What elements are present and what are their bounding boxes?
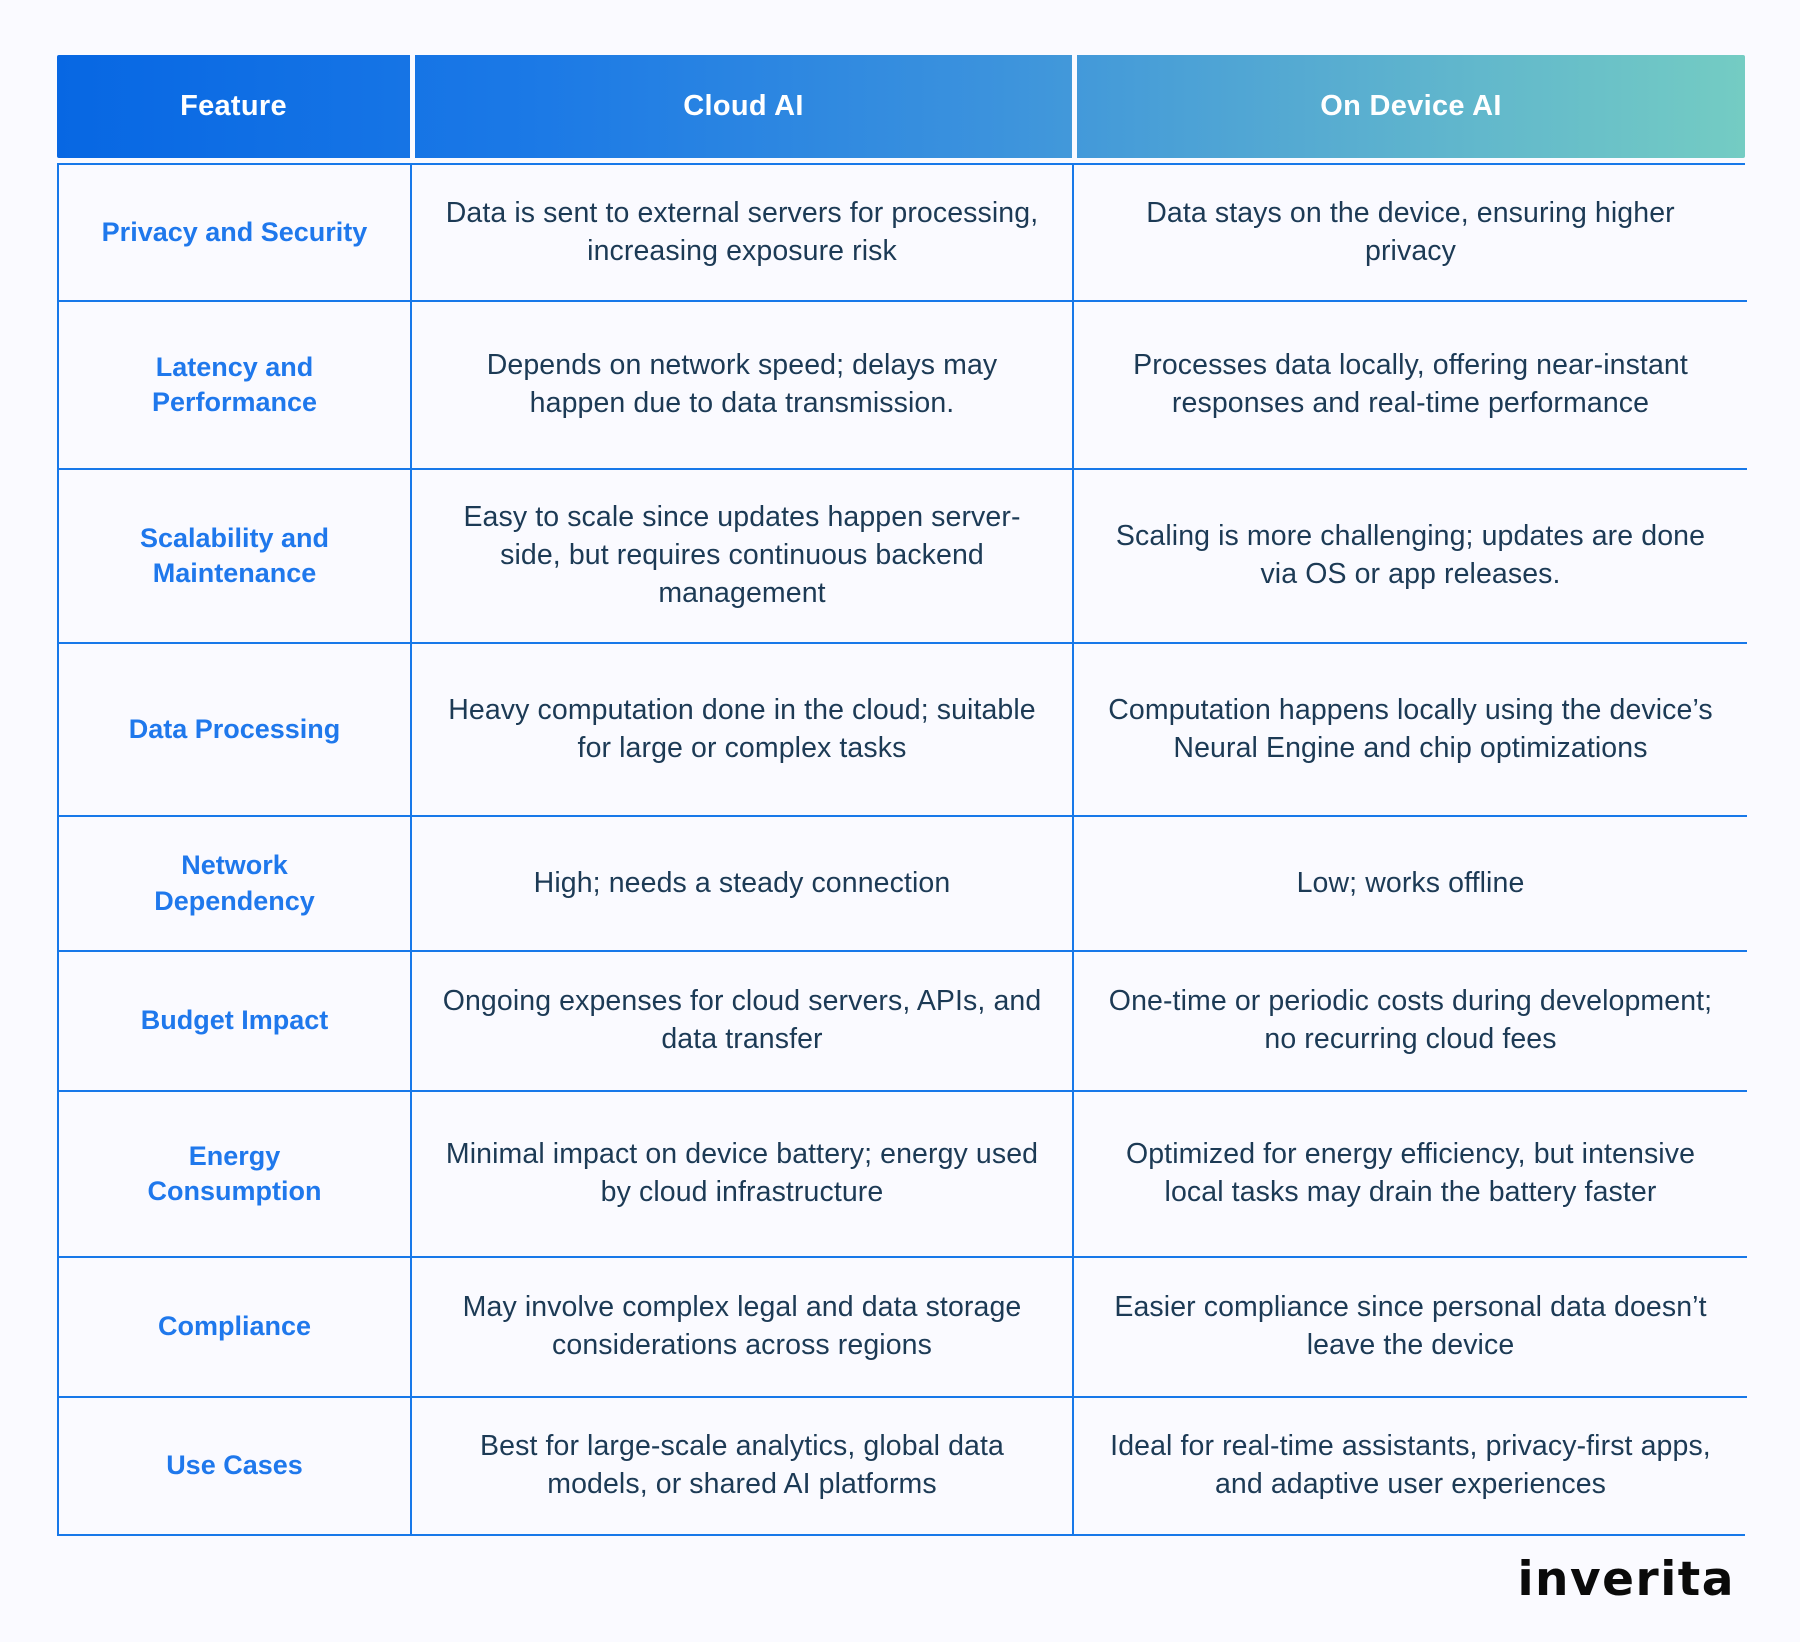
row-privacy-feature: Privacy and Security [59, 165, 412, 302]
row-latency-device: Processes data locally, offering near-in… [1074, 302, 1747, 470]
header-feature: Feature [180, 90, 287, 122]
row-data-processing-device: Computation happens locally using the de… [1074, 644, 1747, 817]
row-network-cloud: High; needs a steady connection [412, 817, 1074, 952]
row-network-device: Low; works offline [1074, 817, 1747, 952]
row-network-feature: Network Dependency [59, 817, 412, 952]
row-latency-feature: Latency and Performance [59, 302, 412, 470]
row-privacy-device: Data stays on the device, ensuring highe… [1074, 165, 1747, 302]
row-budget-feature: Budget Impact [59, 952, 412, 1092]
row-scalability-cloud: Easy to scale since updates happen serve… [412, 470, 1074, 644]
row-compliance-device: Easier compliance since personal data do… [1074, 1258, 1747, 1398]
row-latency-cloud: Depends on network speed; delays may hap… [412, 302, 1074, 470]
row-use-cases-device: Ideal for real-time assistants, privacy-… [1074, 1398, 1747, 1534]
row-energy-cloud: Minimal impact on device battery; energy… [412, 1092, 1074, 1258]
row-energy-feature: Energy Consumption [59, 1092, 412, 1258]
row-data-processing-cloud: Heavy computation done in the cloud; sui… [412, 644, 1074, 817]
comparison-table: Feature Cloud AI On Device AI Privacy an… [57, 55, 1747, 1536]
header-cloud-ai: Cloud AI [410, 55, 1072, 158]
row-privacy-cloud: Data is sent to external servers for pro… [412, 165, 1074, 302]
row-use-cases-cloud: Best for large-scale analytics, global d… [412, 1398, 1074, 1534]
row-energy-device: Optimized for energy efficiency, but int… [1074, 1092, 1747, 1258]
row-budget-cloud: Ongoing expenses for cloud servers, APIs… [412, 952, 1074, 1092]
row-compliance-feature: Compliance [59, 1258, 412, 1398]
table-header-row: Feature Cloud AI On Device AI [57, 55, 1745, 158]
table-body: Privacy and Security Data is sent to ext… [57, 163, 1747, 1536]
inverita-logo: inverita [1517, 1552, 1735, 1607]
row-scalability-feature: Scalability and Maintenance [59, 470, 412, 644]
row-data-processing-feature: Data Processing [59, 644, 412, 817]
row-use-cases-feature: Use Cases [59, 1398, 412, 1534]
row-scalability-device: Scaling is more challenging; updates are… [1074, 470, 1747, 644]
header-on-device-ai: On Device AI [1072, 55, 1745, 158]
row-budget-device: One-time or periodic costs during develo… [1074, 952, 1747, 1092]
row-compliance-cloud: May involve complex legal and data stora… [412, 1258, 1074, 1398]
